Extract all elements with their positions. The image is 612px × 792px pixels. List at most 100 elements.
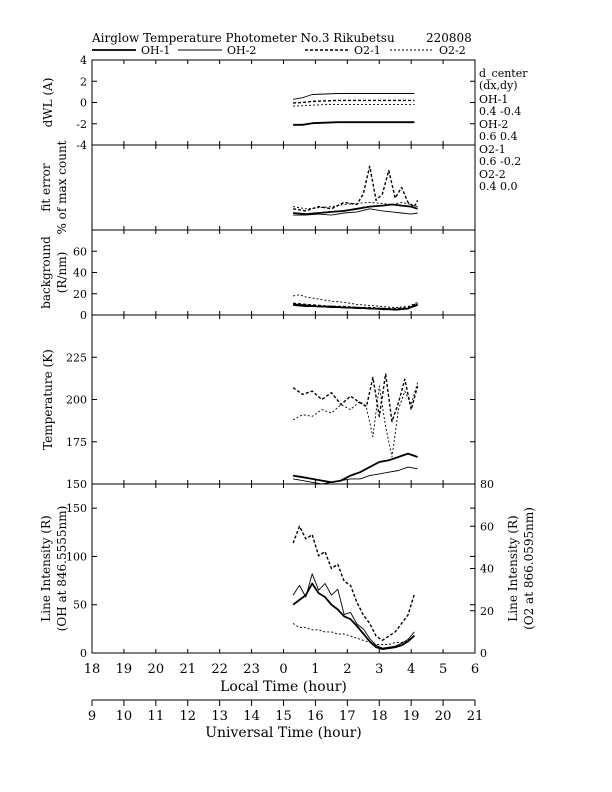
universal-time-tick-label: 18 bbox=[371, 709, 388, 724]
panel-frame bbox=[91, 144, 476, 231]
panel-frame bbox=[91, 229, 476, 316]
y-axis-label: fit error bbox=[39, 163, 53, 211]
legend-label: O2-1 bbox=[354, 44, 381, 57]
y-tick-label: 225 bbox=[66, 351, 87, 364]
y-tick-label: 60 bbox=[73, 245, 87, 258]
universal-time-tick-label: 9 bbox=[88, 709, 96, 724]
y-right-tick-label: 40 bbox=[480, 563, 494, 576]
series-oh-2-line bbox=[293, 466, 418, 485]
series-o2-1-line bbox=[293, 302, 418, 310]
series-oh-2-line bbox=[292, 573, 415, 649]
side-note-label: O2-2 bbox=[479, 168, 506, 181]
local-time-tick-label: 22 bbox=[211, 662, 228, 677]
y-tick-label: -2 bbox=[76, 118, 87, 131]
y-tick-label: 0 bbox=[80, 647, 87, 660]
y-right-tick-label: 0 bbox=[480, 647, 487, 660]
y-tick-label: 20 bbox=[73, 288, 87, 301]
side-note-title: d_center bbox=[479, 67, 528, 80]
universal-time-tick-label: 10 bbox=[116, 709, 133, 724]
y-right-tick-label: 20 bbox=[480, 605, 494, 618]
y-axis-label: Temperature (K) bbox=[41, 349, 55, 450]
y-axis-label: background bbox=[39, 236, 53, 309]
series-oh-2-line bbox=[293, 208, 418, 216]
y-axis-label: dWL (A) bbox=[41, 78, 55, 128]
local-time-tick-label: 2 bbox=[343, 662, 351, 677]
series-o2-2-line bbox=[293, 104, 415, 107]
figure-title: Airglow Temperature Photometer No.3 Riku… bbox=[91, 31, 395, 45]
panel-fit_error: fit error% of max count bbox=[39, 140, 476, 235]
y-right-axis-label: (O2 at 866.0595nm) bbox=[522, 507, 536, 630]
series-oh-1-line bbox=[292, 582, 416, 650]
local-time-tick-label: 21 bbox=[179, 662, 196, 677]
legend-label: OH-1 bbox=[141, 44, 170, 57]
y-tick-label: 175 bbox=[66, 436, 87, 449]
series-o2-1-line bbox=[292, 373, 419, 423]
universal-time-tick-label: 21 bbox=[467, 709, 484, 724]
side-note-value: 0.4 -0.4 bbox=[479, 105, 521, 118]
series-oh-2-line bbox=[293, 93, 415, 100]
side-note-label: OH-1 bbox=[479, 93, 508, 106]
y-tick-label: 100 bbox=[66, 550, 87, 563]
y-right-tick-label: 60 bbox=[480, 520, 494, 533]
local-time-tick-label: 23 bbox=[243, 662, 260, 677]
side-note-label: O2-1 bbox=[479, 143, 506, 156]
y-tick-label: 200 bbox=[66, 394, 87, 407]
series-oh-2-line bbox=[293, 304, 418, 311]
universal-time-tick-label: 17 bbox=[339, 709, 356, 724]
local-time-tick-label: 18 bbox=[84, 662, 101, 677]
side-note-subtitle: (dx,dy) bbox=[479, 79, 518, 92]
side-note-value: 0.6 -0.2 bbox=[479, 155, 521, 168]
local-time-tick-label: 4 bbox=[407, 662, 415, 677]
series-o2-1-line bbox=[292, 165, 419, 212]
series-o2-1-line bbox=[293, 99, 415, 104]
panel-frame bbox=[91, 314, 476, 485]
universal-time-tick-label: 16 bbox=[307, 709, 324, 724]
y-axis-label: % of max count bbox=[55, 140, 69, 234]
panel-dwl: 4 2 0 -2 -4 dWL (A) bbox=[41, 54, 476, 152]
y-tick-label: 40 bbox=[73, 267, 87, 280]
series-o2-2-line bbox=[293, 294, 418, 309]
panel-frame bbox=[91, 483, 476, 654]
local-time-tick-label: 0 bbox=[279, 662, 287, 677]
series-oh-1-line bbox=[293, 121, 415, 126]
y-axis-label: (R/nm) bbox=[55, 252, 69, 294]
universal-time-tick-label: 14 bbox=[243, 709, 260, 724]
y-tick-label: 0 bbox=[80, 309, 87, 322]
y-tick-label: 0 bbox=[80, 97, 87, 110]
universal-time-tick-label: 12 bbox=[179, 709, 196, 724]
series-oh-1-line bbox=[292, 452, 418, 484]
local-time-tick-label: 1 bbox=[311, 662, 319, 677]
universal-time-axis-label: Universal Time (hour) bbox=[205, 725, 362, 741]
panel-frame bbox=[91, 59, 476, 146]
panel-temperature: 225 200 175 150 Temperature (K) bbox=[41, 314, 476, 491]
y-tick-label: 150 bbox=[66, 478, 87, 491]
universal-time-tick-label: 11 bbox=[148, 709, 165, 724]
local-time-tick-label: 20 bbox=[148, 662, 165, 677]
side-notes: d_center(dx,dy)OH-10.4 -0.4OH-20.6 0.4O2… bbox=[479, 67, 528, 193]
local-time-axis-label: Local Time (hour) bbox=[220, 679, 347, 695]
series-oh-1-line bbox=[293, 203, 418, 216]
side-note-value: 0.4 0.0 bbox=[479, 180, 517, 193]
y-tick-label: 2 bbox=[80, 75, 87, 88]
y-tick-label: 150 bbox=[66, 502, 87, 515]
y-axis-label: Line Intensity (R) bbox=[39, 515, 53, 621]
universal-time-tick-label: 19 bbox=[403, 709, 420, 724]
legend-label: O2-2 bbox=[439, 44, 466, 57]
series-o2-2-line bbox=[292, 623, 415, 645]
side-note-label: OH-2 bbox=[479, 118, 508, 131]
legend-label: OH-2 bbox=[227, 44, 256, 57]
panel-background: 60 40 20 0 background (R/nm) bbox=[39, 229, 476, 322]
series-o2-2-line bbox=[292, 382, 419, 458]
date-code: 220808 bbox=[426, 31, 472, 45]
universal-time-tick-label: 20 bbox=[435, 709, 452, 724]
y-right-tick-label: 80 bbox=[480, 478, 494, 491]
universal-time-tick-label: 15 bbox=[275, 709, 292, 724]
local-time-tick-label: 19 bbox=[116, 662, 133, 677]
local-time-tick-label: 6 bbox=[471, 662, 479, 677]
universal-time-tick-label: 13 bbox=[211, 709, 228, 724]
y-axis-label: (OH at 846.5555nm) bbox=[55, 506, 69, 632]
y-tick-label: -4 bbox=[76, 139, 87, 152]
legend: OH-1 OH-2 O2-1 O2-2 bbox=[92, 44, 466, 57]
